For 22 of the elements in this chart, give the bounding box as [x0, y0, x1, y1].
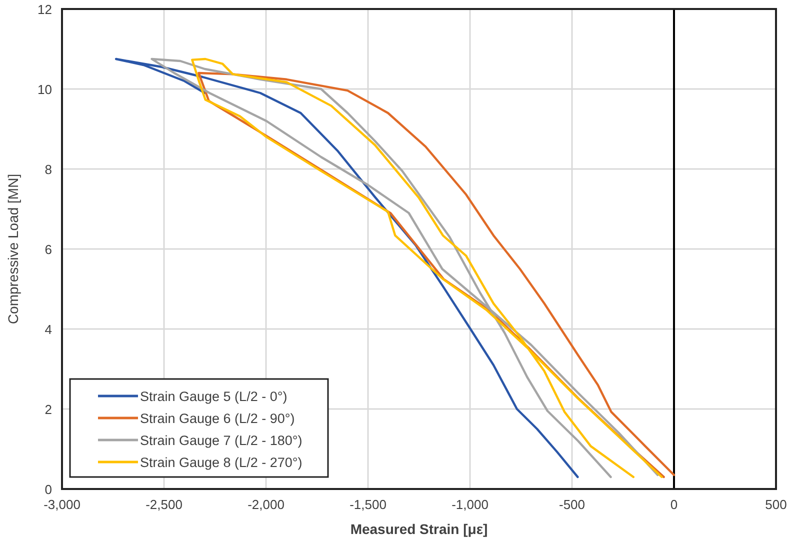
y-tick-label: 4	[44, 322, 52, 337]
x-tick-label: -1,500	[350, 497, 386, 512]
x-axis-title: Measured Strain [με]	[350, 521, 488, 537]
y-tick-label: 0	[44, 482, 52, 497]
legend-label: Strain Gauge 7 (L/2 - 180°)	[140, 433, 302, 448]
legend-label: Strain Gauge 5 (L/2 - 0°)	[140, 389, 288, 404]
x-tick-label: -3,000	[44, 497, 80, 512]
x-tick-label: -2,500	[146, 497, 182, 512]
x-tick-label: -2,000	[248, 497, 284, 512]
y-tick-label: 12	[38, 2, 52, 17]
y-tick-label: 10	[38, 82, 52, 97]
y-tick-label: 8	[44, 162, 52, 177]
y-axis-title: Compressive Load [MN]	[5, 174, 21, 324]
x-tick-label: 500	[765, 497, 787, 512]
legend-label: Strain Gauge 8 (L/2 - 270°)	[140, 455, 302, 470]
x-tick-label: -500	[558, 497, 586, 512]
x-tick-label: -1,000	[452, 497, 488, 512]
legend-label: Strain Gauge 6 (L/2 - 90°)	[140, 411, 295, 426]
y-tick-label: 2	[44, 402, 52, 417]
x-tick-label: 0	[670, 497, 678, 512]
line-series	[114, 58, 579, 478]
y-tick-label: 6	[44, 242, 52, 257]
